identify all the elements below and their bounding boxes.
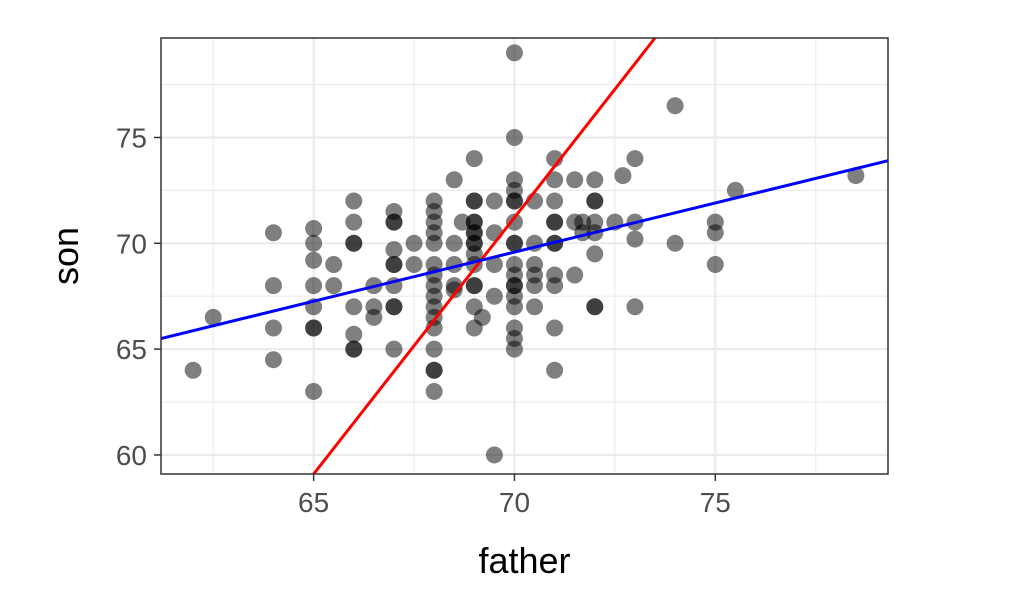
data-point bbox=[505, 298, 523, 316]
data-point bbox=[305, 319, 323, 337]
data-point bbox=[706, 255, 724, 273]
data-point bbox=[345, 340, 363, 358]
data-point bbox=[473, 308, 491, 326]
y-tick-label: 65 bbox=[116, 334, 147, 365]
y-tick-label: 70 bbox=[116, 228, 147, 259]
data-point bbox=[505, 44, 523, 62]
data-point bbox=[445, 281, 463, 299]
red-line bbox=[312, 38, 657, 474]
data-point bbox=[586, 245, 604, 263]
grid bbox=[161, 38, 888, 474]
data-point bbox=[345, 192, 363, 210]
data-point bbox=[505, 128, 523, 146]
data-point bbox=[345, 325, 363, 343]
data-point bbox=[546, 213, 564, 231]
data-point bbox=[325, 277, 343, 295]
data-point bbox=[626, 298, 644, 316]
data-point bbox=[184, 361, 202, 379]
data-point bbox=[425, 234, 443, 252]
y-tick-label: 60 bbox=[116, 440, 147, 471]
data-point bbox=[614, 167, 632, 185]
data-point bbox=[485, 224, 503, 242]
data-point bbox=[445, 171, 463, 189]
x-axis-title: father bbox=[478, 540, 570, 581]
data-point bbox=[405, 234, 423, 252]
data-point bbox=[425, 361, 443, 379]
data-point bbox=[425, 340, 443, 358]
data-point bbox=[385, 255, 403, 273]
data-point bbox=[505, 340, 523, 358]
x-tick-label: 65 bbox=[298, 487, 329, 518]
data-point bbox=[465, 277, 483, 295]
data-point bbox=[586, 298, 604, 316]
data-point bbox=[706, 224, 724, 242]
data-point bbox=[505, 213, 523, 231]
data-point bbox=[505, 234, 523, 252]
data-point bbox=[505, 192, 523, 210]
data-point bbox=[385, 340, 403, 358]
data-point bbox=[385, 213, 403, 231]
data-point bbox=[586, 192, 604, 210]
x-tick-label: 70 bbox=[499, 487, 530, 518]
data-point bbox=[526, 298, 544, 316]
panel-border bbox=[160, 37, 889, 475]
data-point bbox=[345, 234, 363, 252]
data-point bbox=[666, 97, 684, 115]
data-point bbox=[485, 192, 503, 210]
data-point bbox=[546, 171, 564, 189]
data-point bbox=[365, 308, 383, 326]
fit-lines bbox=[161, 38, 888, 474]
x-tick-label: 75 bbox=[700, 487, 731, 518]
data-point bbox=[847, 167, 865, 185]
data-point bbox=[405, 255, 423, 273]
data-point bbox=[465, 192, 483, 210]
data-point bbox=[305, 251, 323, 269]
data-point bbox=[345, 213, 363, 231]
data-point bbox=[546, 361, 564, 379]
data-point bbox=[345, 298, 363, 316]
blue-line bbox=[161, 159, 888, 341]
data-point bbox=[666, 234, 684, 252]
data-point bbox=[566, 171, 584, 189]
data-point bbox=[385, 298, 403, 316]
data-point bbox=[453, 213, 471, 231]
data-point bbox=[465, 150, 483, 168]
data-point bbox=[264, 319, 282, 337]
data-point bbox=[305, 219, 323, 237]
data-point bbox=[546, 277, 564, 295]
data-point bbox=[566, 266, 584, 284]
data-point bbox=[305, 234, 323, 252]
data-point bbox=[325, 255, 343, 273]
data-point bbox=[546, 192, 564, 210]
data-point bbox=[526, 277, 544, 295]
data-points bbox=[184, 44, 865, 464]
data-point bbox=[586, 171, 604, 189]
y-axis-title: son bbox=[45, 227, 86, 285]
axis-ticks: 65 70 75 60 65 70 75 bbox=[116, 122, 731, 518]
data-point bbox=[264, 224, 282, 242]
data-point bbox=[485, 287, 503, 305]
data-point bbox=[264, 351, 282, 369]
data-point bbox=[385, 241, 403, 259]
data-point bbox=[546, 319, 564, 337]
data-point bbox=[264, 277, 282, 295]
data-point bbox=[485, 446, 503, 464]
data-point bbox=[305, 277, 323, 295]
data-point bbox=[204, 308, 222, 326]
data-point bbox=[485, 255, 503, 273]
data-point bbox=[445, 234, 463, 252]
data-point bbox=[425, 382, 443, 400]
data-point bbox=[305, 382, 323, 400]
data-point bbox=[726, 181, 744, 199]
data-point bbox=[626, 150, 644, 168]
data-point bbox=[626, 230, 644, 248]
y-tick-label: 75 bbox=[116, 122, 147, 153]
